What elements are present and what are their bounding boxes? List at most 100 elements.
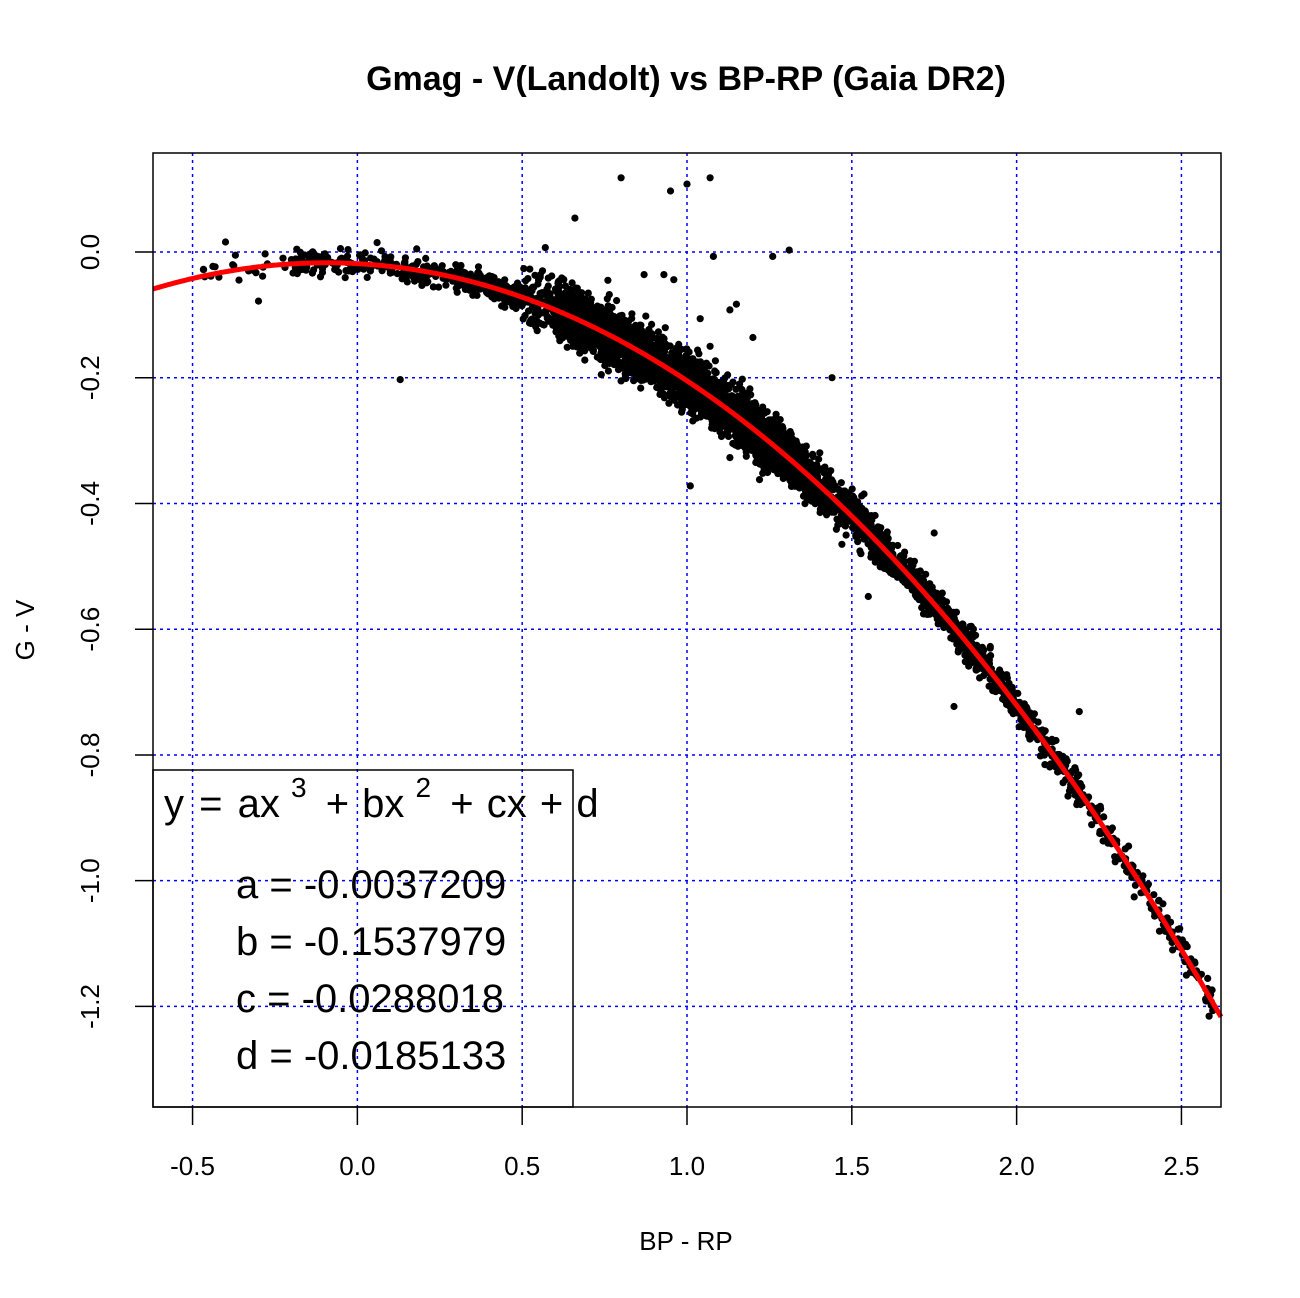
data-point <box>601 361 609 370</box>
outlier-point <box>660 271 668 279</box>
data-point <box>442 281 450 289</box>
data-point <box>678 408 686 416</box>
data-point <box>1005 679 1013 687</box>
data-point <box>696 358 705 366</box>
data-point <box>414 258 422 266</box>
data-point <box>766 425 774 433</box>
data-point <box>986 642 994 651</box>
data-point <box>279 254 287 262</box>
data-point <box>676 394 685 402</box>
data-point <box>533 327 541 335</box>
data-point <box>458 280 466 289</box>
outlier-point <box>581 356 589 364</box>
data-point <box>985 682 993 690</box>
data-point <box>792 437 800 445</box>
data-point <box>586 338 594 346</box>
data-point <box>576 295 585 304</box>
outlier-point <box>742 452 750 460</box>
data-point <box>568 288 576 296</box>
data-point <box>520 265 528 273</box>
data-point <box>774 464 782 472</box>
data-point <box>541 309 549 317</box>
formula-bx: bx <box>362 782 404 826</box>
outlier-point <box>261 250 269 258</box>
legend: y = ax 3 + bx 2 + cx + d a = -0.0037209 … <box>152 762 599 1108</box>
data-point <box>716 428 724 436</box>
y-axis-label: G - V <box>10 599 40 660</box>
data-point <box>438 262 446 270</box>
data-point <box>606 347 614 355</box>
data-point <box>634 327 642 336</box>
data-point <box>555 318 563 326</box>
data-point <box>671 355 679 363</box>
data-point <box>919 576 928 585</box>
outlier-point <box>604 276 612 284</box>
data-point <box>548 272 556 280</box>
data-point <box>711 367 719 375</box>
outlier-point <box>910 557 919 565</box>
data-point <box>648 320 656 328</box>
data-point <box>401 254 409 262</box>
data-point <box>1204 974 1212 983</box>
data-point <box>635 333 643 342</box>
data-point <box>501 303 509 311</box>
outlier-point <box>1075 708 1083 716</box>
data-point <box>837 489 845 497</box>
formula-y: y <box>164 782 184 826</box>
data-point <box>637 384 645 392</box>
outlier-point <box>706 174 714 182</box>
data-point <box>867 544 875 552</box>
outlier-point <box>950 702 958 711</box>
data-point <box>854 531 863 540</box>
legend-line-a: a = -0.0037209 <box>236 863 506 907</box>
legend-line-c: c = -0.0288018 <box>236 977 504 1021</box>
data-point <box>341 274 349 282</box>
data-point <box>643 363 651 372</box>
outlier-point <box>709 252 718 260</box>
data-point <box>661 324 669 332</box>
outlier-point <box>788 445 797 453</box>
data-point <box>727 380 735 389</box>
data-point <box>610 313 618 321</box>
data-point <box>1088 821 1096 829</box>
data-point <box>310 266 318 274</box>
data-point <box>1063 757 1071 765</box>
data-point <box>343 252 352 260</box>
data-point <box>775 436 783 444</box>
data-point <box>534 280 542 288</box>
data-point <box>356 251 364 259</box>
data-point <box>563 343 571 351</box>
x-tick-label: 1.5 <box>834 1151 870 1181</box>
outlier-point <box>647 376 655 384</box>
outlier-point <box>920 602 928 610</box>
data-point <box>665 399 673 407</box>
data-point <box>587 298 595 306</box>
data-point <box>947 634 955 642</box>
outlier-point <box>838 540 846 548</box>
data-point <box>687 400 695 408</box>
data-point <box>628 310 636 318</box>
data-point <box>1015 723 1023 731</box>
data-point <box>1003 699 1012 707</box>
y-axis: 0.0-0.2-0.4-0.6-0.8-1.0-1.2 <box>75 234 153 1029</box>
legend-formula: y = ax 3 + bx 2 + cx + d <box>164 762 599 826</box>
x-tick-label: 2.5 <box>1163 1151 1199 1181</box>
data-point <box>884 540 893 548</box>
data-point <box>887 567 895 575</box>
data-point <box>335 268 343 276</box>
outlier-point <box>571 214 579 222</box>
data-point <box>1176 925 1184 933</box>
data-point <box>738 375 746 383</box>
outlier-point <box>413 245 421 253</box>
data-point <box>900 552 908 560</box>
data-point <box>587 344 595 352</box>
data-point <box>512 304 520 313</box>
data-point <box>722 392 731 400</box>
x-tick-label: 0.0 <box>339 1151 375 1181</box>
data-point <box>524 307 533 315</box>
data-point <box>717 383 725 391</box>
data-point <box>456 269 464 277</box>
data-point <box>745 412 753 420</box>
data-point <box>938 598 947 606</box>
